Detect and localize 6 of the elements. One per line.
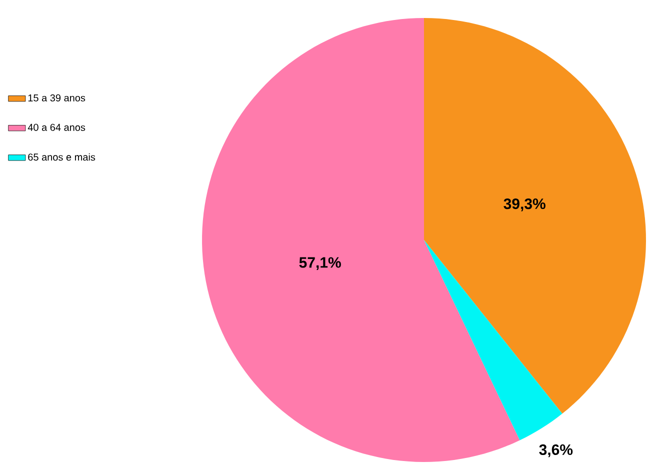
data-label: 39,3% — [504, 198, 546, 212]
legend-label: 15 a 39 anos — [28, 94, 86, 102]
data-label: 57,1% — [299, 257, 341, 270]
legend-label: 40 a 64 anos — [28, 124, 86, 131]
legend-label: 65 anos e mais — [28, 153, 96, 161]
data-label: 3,6% — [539, 444, 573, 458]
